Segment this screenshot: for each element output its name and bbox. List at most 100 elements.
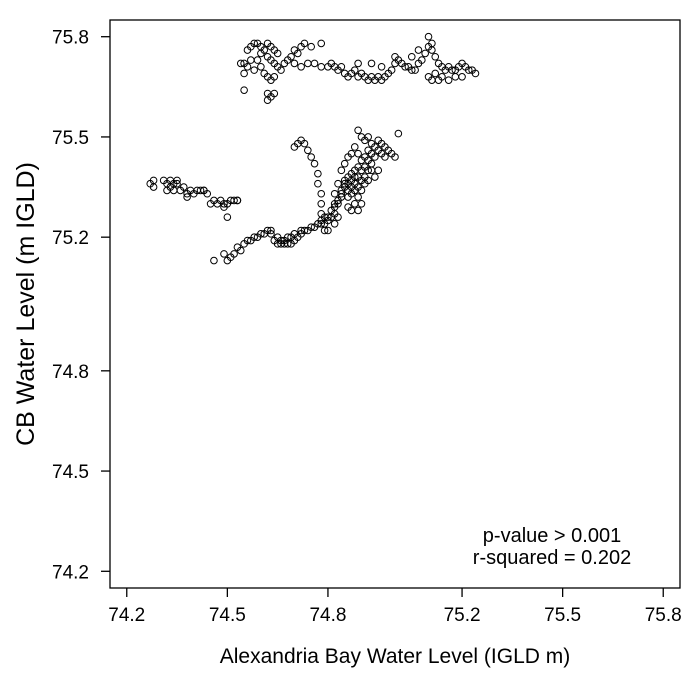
- x-tick-label: 75.2: [444, 605, 481, 626]
- data-point: [334, 199, 342, 208]
- data-point: [324, 213, 332, 221]
- data-point: [253, 56, 262, 64]
- data-point: [270, 73, 279, 81]
- data-point: [367, 59, 376, 68]
- data-point: [438, 73, 446, 81]
- data-point: [223, 213, 232, 221]
- data-point: [464, 66, 473, 74]
- data-point: [401, 62, 409, 71]
- data-point: [407, 52, 416, 61]
- data-point: [314, 179, 322, 188]
- data-point: [250, 233, 258, 241]
- data-point: [350, 143, 359, 151]
- data-point: [354, 149, 362, 158]
- p-value-annotation: p-value > 0.001: [483, 525, 621, 547]
- data-point: [300, 139, 309, 148]
- data-point: [250, 66, 258, 74]
- data-point: [381, 153, 389, 161]
- data-point: [364, 166, 372, 175]
- data-point: [428, 39, 436, 48]
- data-point: [310, 159, 319, 168]
- data-point: [371, 153, 379, 161]
- data-point: [330, 220, 339, 228]
- x-axis: 74.2 74.5 74.8 75.2 75.5 75.8: [108, 588, 682, 626]
- data-point: [317, 39, 326, 48]
- y-tick-label: 74.2: [52, 562, 89, 583]
- data-point: [230, 250, 238, 258]
- y-tick-label: 75.8: [52, 28, 89, 49]
- data-point: [310, 59, 319, 68]
- data-point: [414, 46, 423, 54]
- x-axis-title: Alexandria Bay Water Level (IGLD m): [220, 645, 571, 668]
- data-point: [240, 86, 248, 94]
- data-point: [317, 199, 326, 208]
- data-point: [263, 96, 272, 104]
- data-point: [236, 59, 245, 68]
- x-tick-label: 74.2: [108, 605, 145, 626]
- data-point: [307, 153, 315, 161]
- data-point: [283, 233, 292, 241]
- y-axis: 74.2 74.5 74.8 75.2 75.5 75.8: [52, 28, 110, 583]
- data-point: [357, 199, 366, 208]
- data-point: [411, 66, 419, 74]
- y-axis-title: CB Water Level (m IGLD): [12, 162, 40, 446]
- data-point: [424, 32, 433, 41]
- data-point: [391, 52, 399, 61]
- data-point: [374, 166, 383, 175]
- data-point: [334, 179, 342, 188]
- data-point: [267, 230, 275, 238]
- data-point: [371, 173, 379, 181]
- data-point: [243, 62, 252, 71]
- data-point: [210, 256, 218, 265]
- data-point: [293, 49, 302, 58]
- data-point: [270, 89, 279, 98]
- data-point: [179, 183, 188, 191]
- data-point: [307, 42, 315, 51]
- x-tick-label: 75.5: [544, 605, 581, 626]
- data-point: [337, 166, 346, 175]
- data-point: [230, 196, 238, 205]
- data-point: [314, 169, 322, 178]
- data-points: [146, 32, 480, 265]
- data-point: [448, 66, 456, 74]
- data-point: [354, 126, 362, 135]
- data-point: [387, 66, 396, 74]
- data-point: [317, 209, 326, 218]
- data-point: [243, 236, 252, 245]
- data-point: [317, 189, 326, 198]
- data-point: [344, 203, 352, 211]
- data-point: [183, 193, 191, 201]
- data-point: [357, 186, 366, 195]
- data-point: [220, 199, 228, 208]
- data-point: [233, 196, 242, 205]
- data-point: [431, 69, 440, 78]
- data-point: [471, 69, 480, 78]
- data-point: [297, 62, 305, 71]
- data-point: [203, 189, 212, 198]
- data-point: [444, 76, 453, 84]
- data-point: [320, 226, 329, 235]
- data-point: [257, 62, 265, 71]
- data-point: [220, 250, 228, 258]
- data-point: [267, 226, 275, 235]
- data-point: [330, 189, 339, 198]
- data-point: [458, 73, 466, 81]
- data-point: [431, 52, 440, 61]
- data-point: [364, 133, 372, 141]
- data-point: [418, 56, 426, 64]
- data-point: [290, 59, 299, 68]
- x-tick-label: 75.8: [645, 605, 682, 626]
- data-point: [344, 153, 352, 161]
- data-point: [337, 62, 346, 71]
- data-point: [287, 52, 295, 61]
- data-point: [391, 153, 399, 161]
- data-point: [240, 69, 248, 78]
- data-point: [324, 226, 332, 235]
- data-point: [277, 66, 285, 74]
- y-tick-label: 75.2: [52, 228, 89, 249]
- x-tick-label: 74.5: [209, 605, 246, 626]
- data-point: [304, 146, 312, 155]
- data-point: [334, 213, 342, 221]
- data-point: [407, 66, 416, 74]
- data-point: [377, 62, 386, 71]
